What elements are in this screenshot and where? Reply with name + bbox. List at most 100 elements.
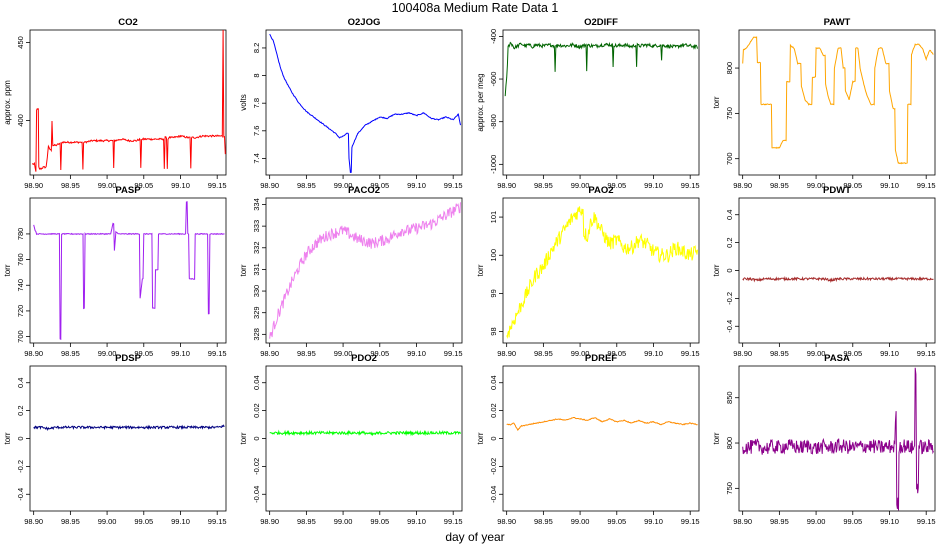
x-tick-label: 99.05 <box>843 181 862 190</box>
y-tick-label: 0 <box>16 436 25 440</box>
y-tick-label: 98 <box>489 327 498 335</box>
panel-title: O2JOG <box>348 17 381 28</box>
series-line-paco2 <box>269 202 461 339</box>
x-tick-label: 99.05 <box>607 349 626 358</box>
y-tick-label: 760 <box>16 253 25 266</box>
series-line-pdref <box>506 417 698 431</box>
y-tick-label: 331 <box>252 263 261 276</box>
x-tick-label: 99.15 <box>208 181 227 190</box>
y-tick-label: 800 <box>725 62 734 75</box>
x-tick-label: 98.95 <box>61 349 80 358</box>
plot-frame <box>502 197 700 344</box>
x-tick-label: 98.90 <box>497 181 516 190</box>
x-tick-label: 99.10 <box>880 181 899 190</box>
y-tick-label: 333 <box>252 220 261 233</box>
y-axis-label: torr <box>239 432 248 444</box>
panel-title: PDREF <box>585 353 617 364</box>
y-tick-label: 7.6 <box>252 126 261 136</box>
series-line-pasa <box>742 367 934 511</box>
y-tick-label: -600 <box>489 72 498 87</box>
x-tick-label: 99.15 <box>917 181 936 190</box>
x-tick-label: 99.00 <box>98 181 117 190</box>
series-line-o2diff <box>504 41 698 97</box>
series-line-pdo2 <box>269 429 461 437</box>
series-line-pasp <box>33 201 225 340</box>
x-tick-label: 98.95 <box>770 181 789 190</box>
x-tick-label: 98.95 <box>534 517 553 526</box>
x-tick-label: 99.10 <box>171 517 190 526</box>
panel-pdref: PDREF torr 98.90 98.95 99.00 99.05 99.10 99.15 -… <box>476 353 700 526</box>
x-tick-label: 98.95 <box>770 349 789 358</box>
y-tick-label: -0.4 <box>725 320 734 333</box>
y-tick-label: -0.04 <box>252 486 261 503</box>
y-tick-label: 0.4 <box>725 210 734 220</box>
y-tick-label: 99 <box>489 289 498 297</box>
y-tick-label: 0.04 <box>252 375 261 390</box>
y-tick-label: 0 <box>252 436 261 440</box>
figure-x-axis-label: day of year <box>445 530 505 544</box>
series-line-co2 <box>31 30 226 172</box>
y-axis-label: torr <box>712 96 721 108</box>
panel-title: PAO2 <box>588 185 613 196</box>
x-tick-label: 99.00 <box>334 349 353 358</box>
x-tick-label: 98.95 <box>770 517 789 526</box>
y-tick-label: 780 <box>16 228 25 241</box>
x-tick-label: 98.90 <box>733 517 752 526</box>
y-tick-label: 750 <box>725 107 734 120</box>
x-tick-label: 99.05 <box>134 349 153 358</box>
y-tick-label: 0.4 <box>16 378 25 388</box>
y-tick-label: 7.8 <box>252 98 261 108</box>
series-line-pao2 <box>506 206 698 339</box>
x-tick-label: 98.90 <box>497 349 516 358</box>
x-tick-label: 98.90 <box>733 181 752 190</box>
x-tick-label: 99.10 <box>171 349 190 358</box>
y-tick-label: -0.04 <box>489 486 498 503</box>
x-tick-label: 99.00 <box>334 517 353 526</box>
figure-title: 100408a Medium Rate Data 1 <box>391 1 559 15</box>
plot-frame <box>502 29 700 176</box>
y-tick-label: 0 <box>489 436 498 440</box>
x-tick-label: 99.05 <box>843 517 862 526</box>
plot-frame <box>29 197 227 344</box>
x-tick-label: 98.95 <box>297 349 316 358</box>
panel-pdsp: PDSP torr 98.90 98.95 99.00 99.05 99.10 99.15 -0… <box>3 353 227 526</box>
panel-o2jog: O2JOG volts 98.90 98.95 99.00 99.05 99.10 99.15… <box>239 17 463 190</box>
x-tick-label: 98.95 <box>61 517 80 526</box>
y-tick-label: 450 <box>16 36 25 49</box>
y-axis-label: torr <box>712 264 721 276</box>
y-tick-label: 0.2 <box>16 405 25 415</box>
panel-title: O2DIFF <box>584 17 618 28</box>
y-tick-label: 330 <box>252 285 261 298</box>
x-tick-label: 99.15 <box>917 349 936 358</box>
y-tick-label: -1000 <box>489 155 498 174</box>
y-tick-label: 0.02 <box>489 403 498 418</box>
y-axis-label: approx. per meg <box>476 73 485 131</box>
plot-frame <box>265 29 463 176</box>
y-tick-label: 800 <box>725 437 734 450</box>
x-tick-label: 99.10 <box>644 517 663 526</box>
panel-title: PASP <box>115 185 141 196</box>
x-tick-label: 99.00 <box>807 349 826 358</box>
panel-title: PAWT <box>824 17 851 28</box>
x-tick-label: 99.00 <box>571 517 590 526</box>
y-tick-label: 332 <box>252 242 261 255</box>
panel-title: PASA <box>824 353 850 364</box>
plot-frame <box>265 365 463 512</box>
x-tick-label: 99.05 <box>370 349 389 358</box>
y-tick-label: -800 <box>489 114 498 129</box>
x-tick-label: 99.15 <box>208 517 227 526</box>
y-tick-label: -0.4 <box>16 488 25 501</box>
x-tick-label: 99.10 <box>407 181 426 190</box>
x-tick-label: 99.05 <box>370 181 389 190</box>
y-tick-label: 750 <box>725 482 734 495</box>
y-axis-label: volts <box>239 94 248 110</box>
y-tick-label: 700 <box>725 152 734 165</box>
panel-co2: CO2 approx. ppm 98.90 98.95 99.00 99.05 99.10 9… <box>3 17 227 190</box>
y-axis-label: approx. ppm <box>3 80 12 125</box>
y-tick-label: -0.2 <box>725 292 734 305</box>
panel-title: PDSP <box>115 353 142 364</box>
panel-title: PDWT <box>823 185 851 196</box>
x-tick-label: 98.90 <box>260 517 279 526</box>
y-tick-label: 7.4 <box>252 153 261 163</box>
